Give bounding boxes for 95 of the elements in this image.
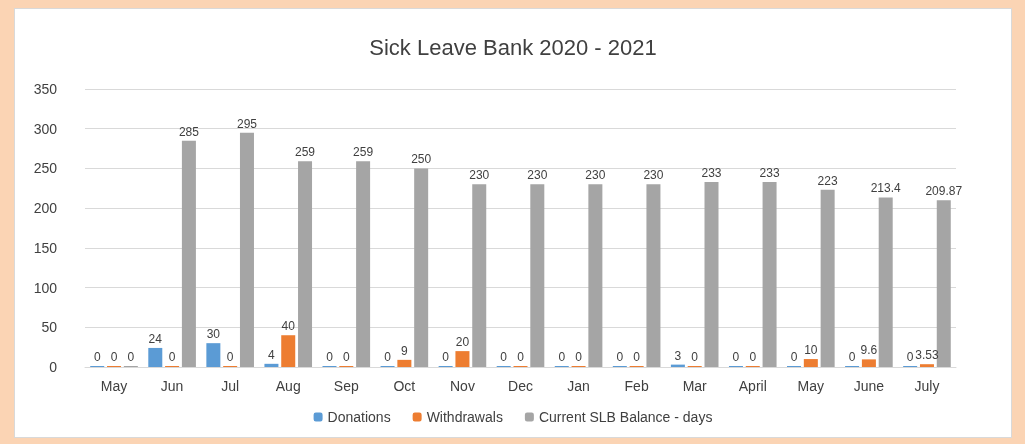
bar [878, 197, 893, 367]
data-label: 0 [749, 350, 757, 364]
data-label: 0 [442, 350, 450, 364]
bar [762, 181, 777, 367]
data-label: 0 [732, 350, 740, 364]
data-label: 230 [527, 168, 548, 183]
data-label: 24 [148, 331, 163, 346]
data-label: 285 [178, 124, 200, 139]
x-tick-label: Feb [624, 378, 649, 394]
bar [861, 359, 876, 367]
bar [919, 364, 934, 367]
x-tick-label: May [100, 378, 128, 394]
data-label: 0 [633, 350, 641, 364]
legend-label: Withdrawals [426, 409, 503, 425]
bar [455, 351, 470, 367]
bar [181, 140, 196, 367]
bar [356, 161, 371, 367]
x-tick-label: April [738, 378, 767, 394]
x-tick-label: July [914, 378, 940, 394]
data-label: 10 [804, 343, 818, 358]
y-tick-label: 0 [49, 359, 58, 375]
data-label: 3.53 [915, 348, 939, 363]
bar [281, 335, 296, 367]
data-label: 0 [168, 350, 176, 364]
x-tick-label: Mar [682, 378, 708, 394]
y-tick-label: 50 [41, 319, 58, 336]
data-label: 0 [691, 350, 699, 364]
y-tick-label: 200 [33, 200, 58, 217]
x-tick-label: Jun [160, 378, 184, 394]
data-label: 0 [500, 350, 508, 364]
bar [239, 132, 254, 367]
data-label: 20 [455, 335, 470, 350]
x-tick-label: Aug [275, 378, 301, 394]
data-label: 0 [93, 350, 101, 364]
bar [298, 161, 313, 367]
data-label: 213.4 [870, 181, 902, 196]
bar [397, 359, 412, 367]
x-tick-label: Jul [221, 378, 240, 394]
data-label: 0 [558, 350, 566, 364]
data-label: 0 [517, 350, 525, 364]
data-label: 230 [469, 168, 490, 183]
data-label: 223 [817, 173, 838, 188]
bar [803, 359, 818, 367]
data-label: 9.6 [860, 343, 878, 358]
bar [936, 200, 951, 367]
data-label: 30 [206, 327, 221, 342]
bar [414, 168, 429, 367]
data-label: 0 [342, 350, 350, 364]
data-label: 0 [790, 350, 798, 364]
bar [588, 184, 603, 367]
y-tick-label: 250 [33, 160, 58, 177]
legend-label: Donations [327, 409, 391, 425]
bar [206, 343, 221, 367]
data-label: 0 [616, 350, 624, 364]
chart-title: Sick Leave Bank 2020 - 2021 [369, 34, 657, 60]
x-tick-label: Jan [567, 378, 590, 394]
data-label: 0 [848, 350, 856, 364]
bar [264, 363, 279, 367]
x-tick-label: May [797, 378, 825, 394]
y-tick-label: 100 [33, 279, 58, 296]
data-label: 233 [701, 165, 722, 180]
bar [704, 181, 719, 367]
data-label: 233 [759, 165, 780, 180]
data-label: 0 [127, 350, 135, 364]
x-tick-label: Dec [508, 378, 533, 394]
data-label: 3 [674, 348, 682, 363]
data-label: 0 [326, 350, 334, 364]
x-tick-label: June [853, 378, 885, 394]
bar [646, 184, 661, 367]
data-label: 0 [384, 350, 392, 364]
x-tick-label: Sep [333, 378, 359, 394]
data-label: 230 [585, 168, 606, 183]
data-label: 209.87 [925, 184, 963, 199]
bar [530, 184, 545, 367]
bar [820, 189, 835, 367]
data-label: 259 [295, 145, 316, 160]
legend-label: Current SLB Balance - days [538, 409, 713, 425]
y-tick-label: 300 [33, 120, 58, 137]
data-label: 230 [643, 168, 664, 183]
bar [472, 184, 487, 367]
data-label: 0 [226, 350, 234, 364]
x-tick-label: Nov [449, 378, 475, 394]
data-label: 4 [268, 347, 276, 362]
bar [148, 347, 163, 367]
data-label: 0 [575, 350, 583, 364]
data-label: 259 [353, 145, 374, 160]
data-label: 9 [401, 343, 409, 358]
data-label: 0 [110, 350, 118, 364]
data-label: 0 [906, 350, 914, 364]
x-tick-label: Oct [393, 378, 416, 394]
data-label: 295 [236, 116, 258, 131]
data-label: 40 [281, 319, 296, 334]
data-label: 250 [411, 152, 432, 167]
y-tick-label: 350 [33, 81, 58, 97]
y-tick-label: 150 [33, 239, 58, 256]
